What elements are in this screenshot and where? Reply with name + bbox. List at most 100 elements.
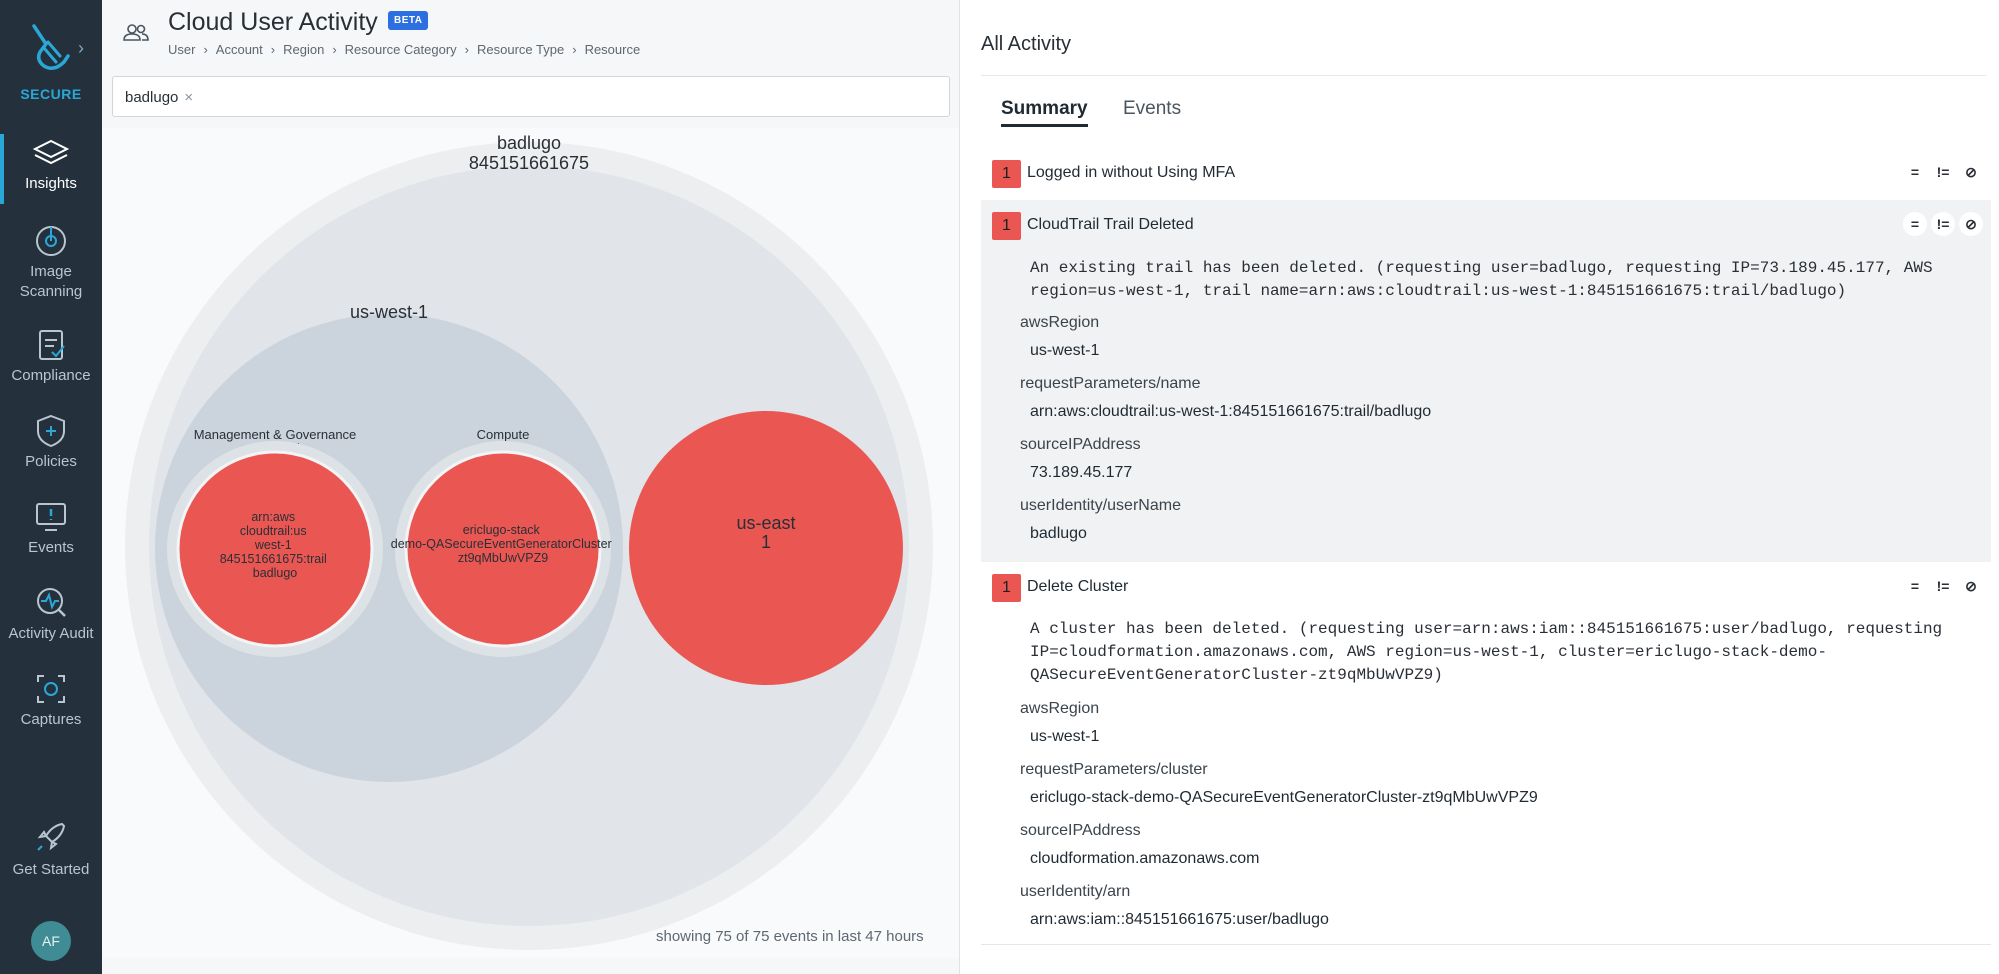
- region-west-label: us-west-1: [350, 302, 428, 322]
- resource-1-label: arn:aws cloudtrail:us west-1 84515166167…: [220, 510, 331, 580]
- sidebar-item-compliance[interactable]: Compliance: [0, 328, 102, 386]
- sidebar-item-label: Compliance: [11, 367, 91, 384]
- chevron-right-icon: ›: [270, 42, 276, 57]
- filter-not-equals-button[interactable]: !=: [1936, 578, 1950, 594]
- row-actions: = != ⊘: [1899, 212, 1983, 236]
- users-icon: [123, 24, 149, 41]
- sysdig-logo-icon: [32, 24, 70, 70]
- field-value: ericlugo-stack-demo-QASecureEventGenerat…: [1030, 789, 1538, 806]
- page-title: Cloud User Activity: [168, 8, 378, 36]
- filter-chip-label: badlugo: [125, 89, 179, 106]
- region-east-circle[interactable]: [629, 411, 903, 685]
- count-badge: 1: [992, 212, 1021, 240]
- divider: [981, 75, 1986, 76]
- capture-icon: [37, 675, 65, 703]
- chevron-right-icon: ›: [572, 42, 577, 57]
- sidebar-item-get-started[interactable]: Get Started: [0, 818, 102, 880]
- field-key: sourceIPAddress: [1020, 436, 1141, 453]
- category-2-label: Compute: [477, 427, 530, 442]
- row-title[interactable]: Delete Cluster: [1027, 578, 1129, 595]
- breadcrumb-resource[interactable]: Resource: [584, 42, 641, 57]
- filter-equals-button[interactable]: =: [1910, 578, 1920, 594]
- field-value: us-west-1: [1030, 342, 1100, 359]
- breadcrumb: User › Account › Region › Resource Categ…: [168, 42, 640, 57]
- alert-screen-icon: [36, 503, 66, 531]
- block-icon[interactable]: ⊘: [1965, 578, 1977, 594]
- filter-equals-button[interactable]: =: [1903, 212, 1927, 236]
- filter-not-equals-button[interactable]: !=: [1936, 164, 1950, 180]
- block-icon[interactable]: ⊘: [1965, 164, 1977, 180]
- resource-1-circle[interactable]: [176, 450, 374, 648]
- scan-icon: [36, 226, 66, 256]
- breadcrumb-region[interactable]: Region: [283, 42, 325, 57]
- resource-2-circle[interactable]: [404, 450, 602, 648]
- panel-splitter[interactable]: [959, 0, 960, 974]
- list-item[interactable]: 1 Logged in without Using MFA = != ⊘: [981, 148, 1991, 198]
- sidebar-item-captures[interactable]: Captures: [0, 672, 102, 730]
- chevron-right-icon: ›: [464, 42, 470, 57]
- field-value: us-west-1: [1030, 728, 1100, 745]
- row-actions: = != ⊘: [1899, 160, 1983, 184]
- field-key: sourceIPAddress: [1020, 822, 1141, 839]
- rocket-icon: [37, 822, 66, 851]
- brand-label: SECURE: [20, 86, 82, 102]
- row-actions: = != ⊘: [1899, 574, 1983, 598]
- sidebar-item-label: Image Scanning: [19, 263, 83, 300]
- region-west-circle[interactable]: [155, 314, 623, 782]
- filter-equals-button[interactable]: =: [1910, 164, 1920, 180]
- clipboard-icon: [39, 330, 65, 360]
- field-key: userIdentity/userName: [1020, 497, 1181, 514]
- sidebar-item-policies[interactable]: Policies: [0, 414, 102, 472]
- circle-pack-chart: badlugo 845151661675 us-west-1 Managemen…: [102, 128, 959, 958]
- row-title[interactable]: Logged in without Using MFA: [1027, 164, 1236, 181]
- sidebar-item-activity-audit[interactable]: Activity Audit: [0, 586, 102, 644]
- sidebar-item-events[interactable]: Events: [0, 500, 102, 558]
- field-key: requestParameters/name: [1020, 375, 1201, 392]
- event-description: A cluster has been deleted. (requesting …: [1030, 620, 1943, 684]
- event-description: An existing trail has been deleted. (req…: [1030, 259, 1933, 300]
- avatar[interactable]: AF: [31, 921, 71, 961]
- beta-badge: BETA: [388, 11, 429, 30]
- sidebar-item-image-scanning[interactable]: Image Scanning: [0, 224, 102, 302]
- chevron-right-icon[interactable]: ›: [78, 38, 84, 58]
- breadcrumb-account[interactable]: Account: [215, 42, 263, 57]
- field-key: userIdentity/arn: [1020, 883, 1131, 900]
- filter-chip[interactable]: badlugo ×: [125, 89, 193, 106]
- root-name-label: badlugo: [497, 133, 561, 153]
- breadcrumb-resource-type[interactable]: Resource Type: [477, 42, 565, 57]
- root-id-label: 845151661675: [469, 153, 589, 173]
- list-item[interactable]: 1 CloudTrail Trail Deleted = != ⊘ An exi…: [981, 200, 1991, 562]
- tab-summary[interactable]: Summary: [1001, 98, 1088, 127]
- field-key: awsRegion: [1020, 700, 1100, 717]
- field-key: awsRegion: [1020, 314, 1100, 331]
- filter-input[interactable]: badlugo ×: [112, 76, 950, 117]
- sidebar-item-label: Captures: [20, 711, 82, 728]
- layers-icon: [32, 139, 70, 165]
- block-icon[interactable]: ⊘: [1959, 212, 1983, 236]
- panel-title: All Activity: [981, 33, 1072, 55]
- filter-not-equals-button[interactable]: !=: [1931, 212, 1955, 236]
- field-key: requestParameters/cluster: [1020, 761, 1208, 778]
- sidebar: › SECURE Insights Image Scanning Complia…: [0, 0, 102, 974]
- breadcrumb-resource-category[interactable]: Resource Category: [344, 42, 457, 57]
- field-value: 73.189.45.177: [1030, 464, 1133, 481]
- row-title[interactable]: CloudTrail Trail Deleted: [1027, 216, 1194, 233]
- tab-events[interactable]: Events: [1123, 98, 1182, 119]
- region-east-label: us-east: [736, 513, 795, 533]
- event-count-note: showing 75 of 75 events in last 47 hours: [656, 928, 924, 945]
- chevron-right-icon: ›: [332, 42, 337, 57]
- brand[interactable]: › SECURE: [0, 0, 102, 120]
- sidebar-item-insights[interactable]: Insights: [0, 134, 102, 204]
- close-icon[interactable]: ×: [184, 89, 194, 106]
- breadcrumb-user[interactable]: User: [168, 42, 196, 57]
- field-value: badlugo: [1030, 525, 1087, 542]
- count-badge: 1: [992, 574, 1021, 602]
- count-badge: 1: [992, 160, 1021, 188]
- sidebar-item-label: Activity Audit: [8, 625, 94, 642]
- sidebar-item-label: Get Started: [12, 861, 90, 878]
- sidebar-item-label: Policies: [25, 453, 77, 470]
- list-item[interactable]: 1 Delete Cluster = != ⊘ A cluster has be…: [981, 562, 1991, 942]
- category-1-label: Management & Governance: [194, 427, 357, 442]
- field-value: arn:aws:iam::845151661675:user/badlugo: [1030, 911, 1329, 928]
- sidebar-item-label: Events: [28, 539, 74, 556]
